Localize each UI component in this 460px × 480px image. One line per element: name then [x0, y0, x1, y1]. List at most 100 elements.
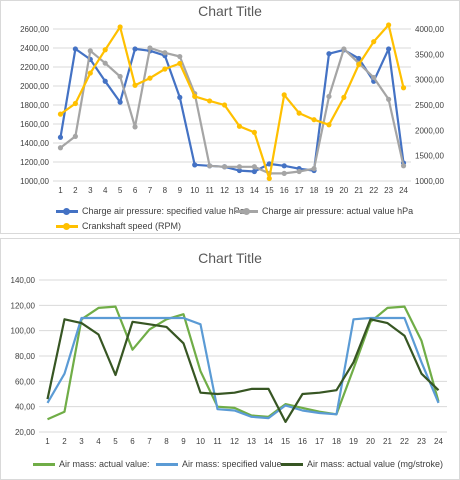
x-tick-label: 19: [349, 437, 358, 446]
x-tick-label: 22: [369, 186, 378, 195]
x-tick-label: 19: [325, 186, 334, 195]
chart-1-panel: Chart Title 1000,00 1200,00 1400,00 1600,00…: [0, 0, 460, 234]
data-point: [281, 170, 287, 176]
legend-label: Charge air pressure: specified value hPa: [82, 206, 245, 216]
x-tick-label: 15: [281, 437, 290, 446]
data-point: [57, 145, 64, 151]
data-point: [356, 55, 362, 62]
x-tick-label: 13: [247, 437, 256, 446]
x-tick-label: 16: [298, 437, 307, 446]
y-tick-label: 80,00: [15, 352, 36, 361]
y-tick-label: 2600,00: [20, 25, 49, 34]
series-line: [46, 316, 440, 420]
x-tick-label: 20: [366, 437, 375, 446]
x-tick-label: 16: [280, 186, 289, 195]
x-tick-label: 24: [434, 437, 443, 446]
data-point: [296, 110, 302, 116]
series-line: [46, 318, 440, 423]
x-tick-label: 24: [399, 186, 408, 195]
data-point: [192, 162, 198, 168]
y-tick-label: 60,00: [15, 377, 36, 386]
data-point: [132, 46, 138, 52]
y-tick-label: 2400,00: [20, 44, 49, 53]
y-tick-label: 20,00: [15, 428, 36, 437]
y2-tick-label: 3500,00: [415, 50, 444, 59]
x-tick-label: 3: [79, 437, 84, 446]
x-tick-label: 21: [354, 186, 363, 195]
x-tick-label: 23: [417, 437, 426, 446]
data-point: [326, 93, 332, 100]
data-point: [207, 98, 213, 104]
data-point: [221, 164, 228, 170]
legend-line: [56, 222, 78, 230]
data-point: [87, 48, 93, 54]
x-tick-label: 7: [148, 186, 153, 195]
x-tick-label: 18: [332, 437, 341, 446]
data-point: [57, 134, 64, 140]
y-tick-label: 100,00: [11, 327, 36, 336]
data-point: [147, 75, 153, 81]
y2-tick-label: 1500,00: [415, 152, 444, 161]
chart-2-panel: Chart Title 20,00 40,00 60,00 80,00 100,00 12…: [0, 238, 460, 480]
x-tick-label: 11: [205, 186, 214, 195]
x-tick-label: 17: [295, 186, 304, 195]
y-tick-label: 2000,00: [20, 82, 49, 91]
data-point: [400, 163, 407, 169]
data-point: [57, 111, 64, 117]
x-tick-label: 5: [118, 186, 123, 195]
x-tick-label: 14: [250, 186, 259, 195]
y2-tick-label: 1000,00: [415, 177, 444, 186]
x-tick-label: 13: [235, 186, 244, 195]
data-point: [177, 60, 183, 67]
y2-tick-label: 4000,00: [415, 25, 444, 34]
x-tick-label: 6: [130, 437, 135, 446]
legend-label: Air mass: specified value: [182, 459, 282, 469]
data-point: [102, 47, 108, 53]
legend-item-specified-pressure: Charge air pressure: specified value hPa: [56, 206, 245, 216]
data-point: [311, 117, 317, 123]
data-point: [162, 66, 168, 72]
x-tick-label: 4: [96, 437, 101, 446]
data-point: [207, 163, 213, 169]
legend-item-crankshaft-speed: Crankshaft speed (RPM): [56, 221, 181, 231]
data-point: [251, 164, 257, 170]
data-point: [72, 46, 78, 52]
data-point: [251, 168, 257, 175]
data-point: [371, 39, 377, 45]
data-point: [177, 53, 183, 60]
x-tick-label: 4: [103, 186, 108, 195]
legend-item-air-mass-actual: Air mass: actual value:: [33, 459, 150, 469]
y-tick-label: 1600,00: [20, 120, 49, 129]
data-point: [192, 93, 198, 99]
x-tick-label: 2: [62, 437, 67, 446]
x-tick-label: 10: [196, 437, 205, 446]
x-tick-label: 12: [220, 186, 229, 195]
y-tick-label: 120,00: [11, 301, 36, 310]
data-point: [266, 175, 272, 182]
x-tick-label: 17: [315, 437, 324, 446]
data-point: [177, 94, 183, 100]
legend-label: Air mass: actual value (mg/stroke): [307, 459, 444, 469]
x-tick-label: 15: [265, 186, 274, 195]
data-point: [371, 74, 377, 81]
x-tick-label: 10: [190, 186, 199, 195]
legend-line: [33, 462, 55, 466]
data-point: [341, 46, 347, 52]
x-tick-label: 6: [133, 186, 138, 195]
x-tick-label: 3: [88, 186, 93, 195]
x-tick-label: 1: [45, 437, 50, 446]
legend-line: [236, 207, 258, 215]
x-tick-label: 7: [147, 437, 152, 446]
x-tick-label: 18: [310, 186, 319, 195]
y-tick-label: 1400,00: [20, 139, 49, 148]
data-point: [117, 99, 123, 105]
x-tick-label: 12: [230, 437, 239, 446]
data-point: [221, 102, 228, 108]
data-point: [296, 168, 302, 175]
series-line: [59, 46, 405, 175]
data-point: [117, 24, 123, 30]
data-point: [326, 122, 332, 128]
x-tick-label: 8: [163, 186, 168, 195]
data-point: [236, 164, 243, 170]
y-tick-label: 1200,00: [20, 158, 49, 167]
